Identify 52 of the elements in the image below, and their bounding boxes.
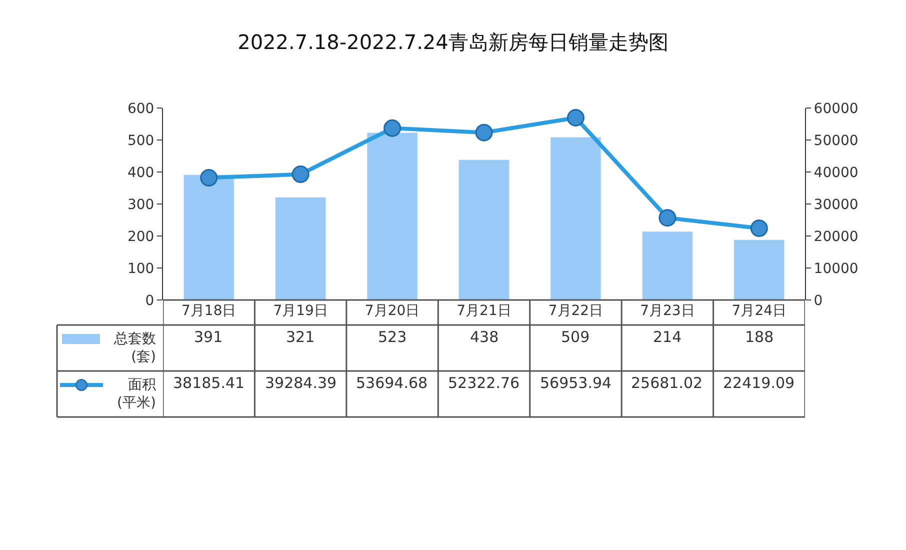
data-label: 188 <box>745 328 774 346</box>
data-label: 438 <box>470 328 499 346</box>
y2-tick-label: 30000 <box>814 196 858 213</box>
x-tick-label: 7月21日 <box>456 303 512 319</box>
y-tick-label: 500 <box>127 132 154 149</box>
legend-label: 总套数 (套) <box>113 331 156 366</box>
bar <box>275 197 326 300</box>
x-tick-label: 7月18日 <box>181 303 236 319</box>
point <box>475 124 493 142</box>
data-label: 53694.68 <box>356 374 428 392</box>
x-tick-label: 7月23日 <box>640 303 695 319</box>
data-label: 56953.94 <box>540 374 612 392</box>
x-tick-label: 7月24日 <box>732 303 787 319</box>
chart-title: 2022.7.18-2022.7.24青岛新房每日销量走势图 <box>238 30 668 54</box>
point <box>292 166 310 184</box>
data-label: 321 <box>286 328 315 346</box>
bar <box>458 160 510 300</box>
y-tick-label: 300 <box>127 196 154 213</box>
legend-label: 面积 (平米) <box>117 377 156 412</box>
x-tick-label: 7月20日 <box>364 303 420 319</box>
x-tick-label: 7月19日 <box>273 303 328 319</box>
bar <box>550 136 602 300</box>
point <box>658 209 676 227</box>
y-tick-label: 400 <box>127 164 154 181</box>
y-tick-label: 0 <box>145 292 154 309</box>
bar <box>183 174 234 300</box>
point <box>200 169 218 187</box>
bar <box>734 240 785 300</box>
point <box>566 109 584 126</box>
y-tick-label: 200 <box>127 228 154 245</box>
point <box>750 220 768 238</box>
y2-tick-label: 20000 <box>814 228 858 245</box>
y2-tick-label: 10000 <box>814 260 858 277</box>
x-tick-label: 7月22日 <box>548 303 604 319</box>
data-label: 25681.02 <box>631 374 703 392</box>
point <box>384 119 402 137</box>
data-label: 214 <box>653 328 682 346</box>
y-tick-label: 600 <box>127 100 154 117</box>
y2-tick-label: 50000 <box>814 132 858 149</box>
y-tick-label: 100 <box>127 260 154 277</box>
data-label: 391 <box>194 328 223 346</box>
y2-tick-label: 0 <box>814 292 823 309</box>
bar <box>366 132 418 300</box>
y2-tick-label: 60000 <box>814 100 858 117</box>
y2-tick-label: 40000 <box>814 164 858 181</box>
data-label: 39284.39 <box>265 374 337 392</box>
data-label: 52322.76 <box>448 374 520 392</box>
data-label: 38185.41 <box>173 374 245 392</box>
data-label: 509 <box>561 328 590 346</box>
bar <box>642 231 693 300</box>
data-label: 523 <box>378 328 407 346</box>
data-label: 22419.09 <box>723 374 795 392</box>
